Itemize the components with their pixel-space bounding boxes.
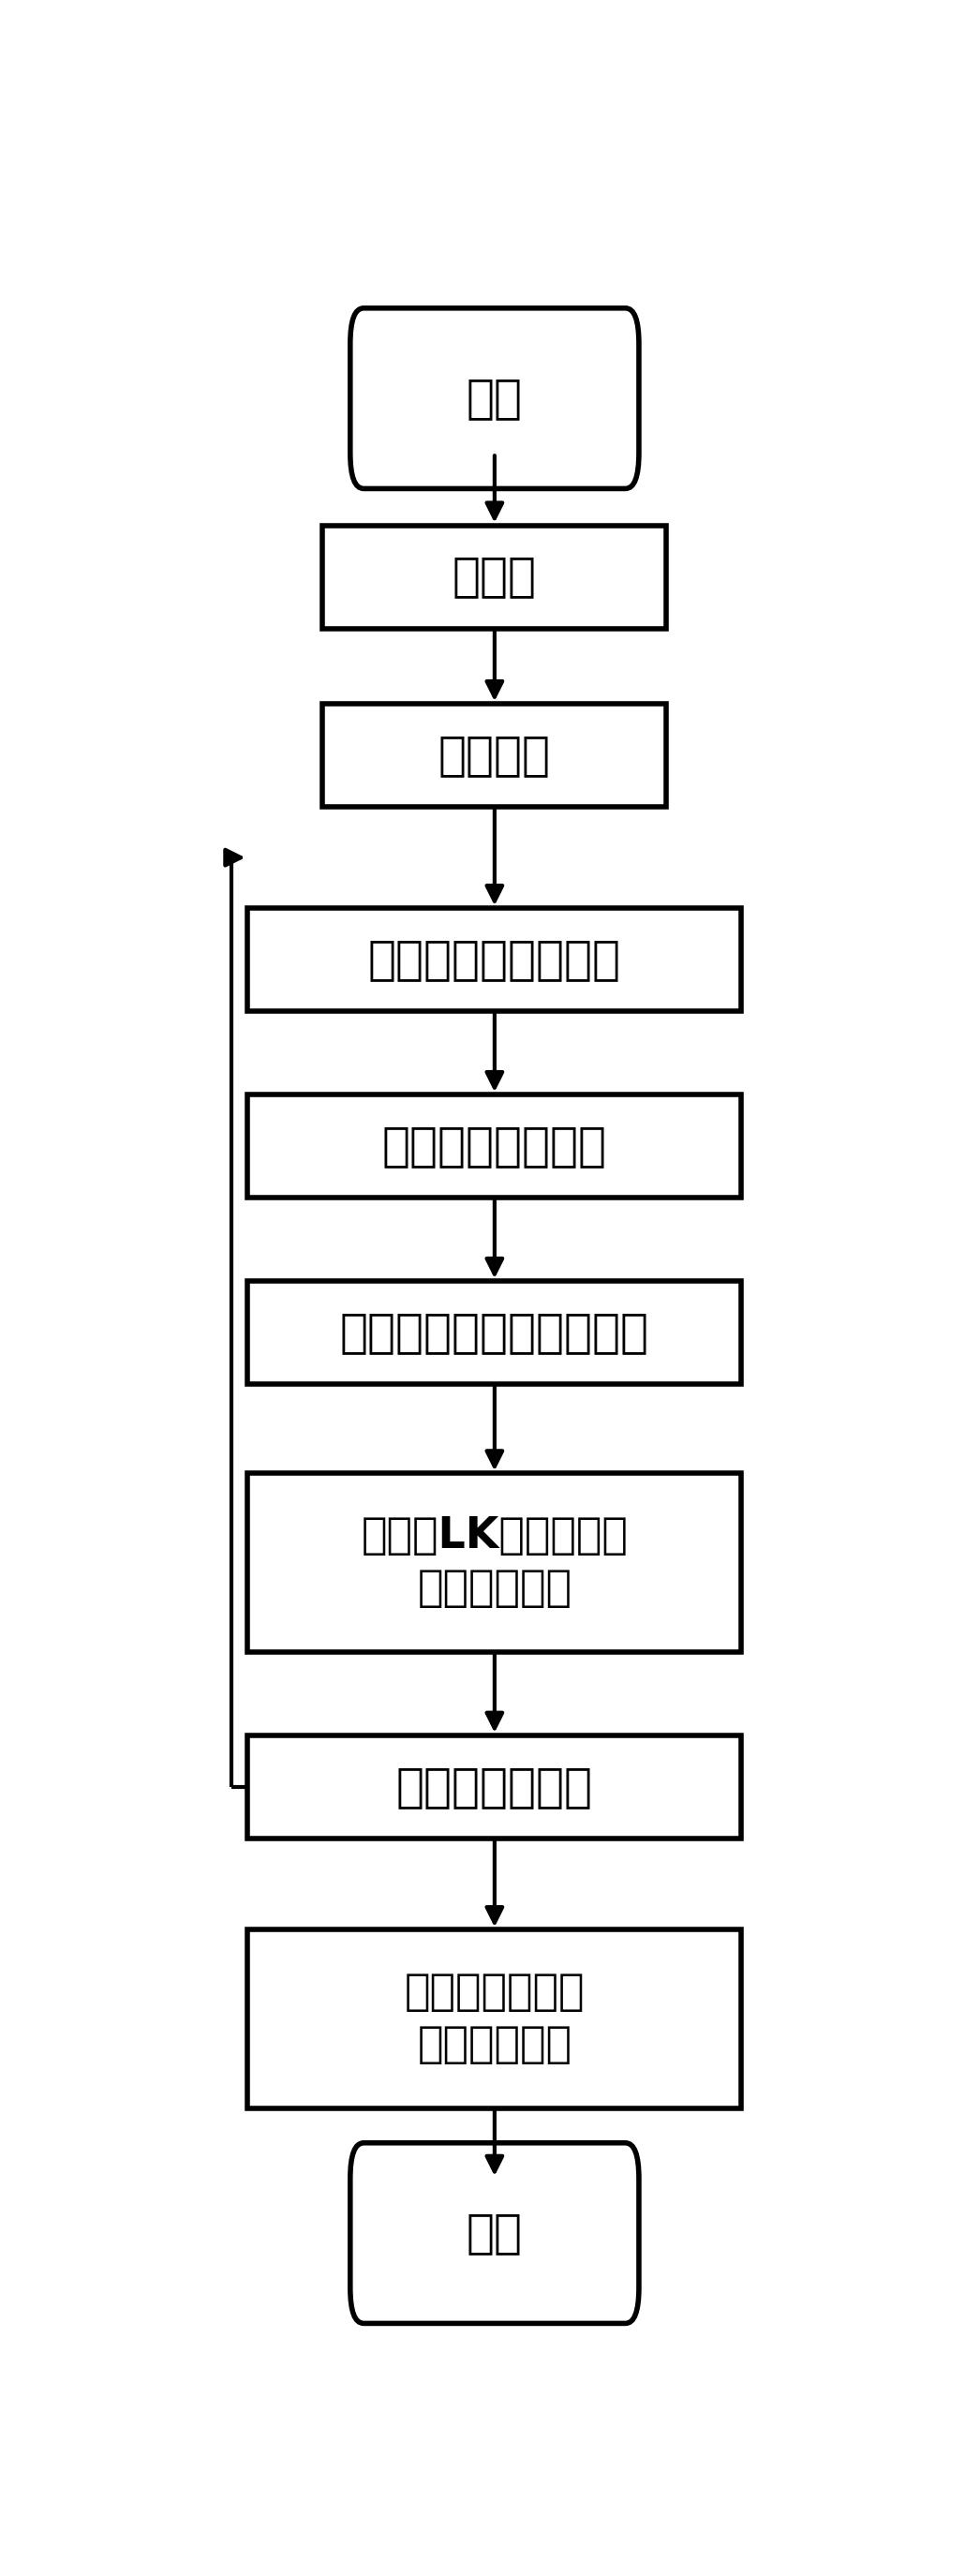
FancyBboxPatch shape [248,1473,741,1651]
Text: 保存角点坐标和
光流值至文件: 保存角点坐标和 光流值至文件 [404,1971,585,2066]
FancyBboxPatch shape [350,2143,639,2324]
Text: 初始化: 初始化 [453,554,537,600]
Text: 金字塔LK方法在后一
帧跟踪特征点: 金字塔LK方法在后一 帧跟踪特征点 [361,1515,628,1610]
Text: 画出光流示意图: 画出光流示意图 [397,1765,593,1808]
FancyBboxPatch shape [248,1095,741,1198]
FancyBboxPatch shape [248,1736,741,1839]
FancyBboxPatch shape [322,526,667,629]
FancyBboxPatch shape [248,1929,741,2107]
Text: 图片转换为灰度图像: 图片转换为灰度图像 [368,938,621,981]
FancyBboxPatch shape [248,1280,741,1383]
Text: 结束: 结束 [466,2210,523,2257]
FancyBboxPatch shape [322,703,667,806]
Text: 特征点坐标精确到亚像素: 特征点坐标精确到亚像素 [340,1311,649,1355]
Text: 开始: 开始 [466,376,523,420]
Text: 导入视频: 导入视频 [438,734,551,778]
Text: 前一帧检测特征点: 前一帧检测特征点 [382,1123,607,1170]
FancyBboxPatch shape [248,909,741,1012]
FancyBboxPatch shape [350,309,639,489]
